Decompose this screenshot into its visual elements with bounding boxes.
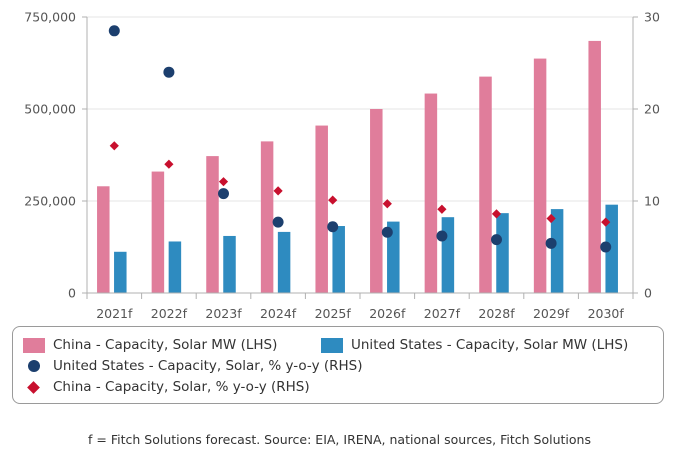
bar-china [315, 125, 328, 293]
marker-china-yoy [273, 186, 283, 196]
bar-us [168, 241, 182, 293]
x-tick-label: 2026f [369, 306, 406, 321]
legend-label: United States - Capacity, Solar, % y-o-y… [53, 358, 363, 374]
marker-us-yoy [327, 221, 339, 233]
legend-label: China - Capacity, Solar, % y-o-y (RHS) [53, 379, 310, 395]
bar-china [97, 186, 110, 293]
bar-china [206, 156, 219, 293]
legend-swatch-us-yoy [28, 360, 40, 372]
marker-china-yoy [491, 209, 502, 219]
marker-us-yoy [381, 226, 393, 238]
legend-item-china-mw: China - Capacity, Solar MW (LHS) [23, 337, 277, 353]
marker-us-yoy [600, 241, 612, 253]
legend-item-us-mw: United States - Capacity, Solar MW (LHS) [321, 337, 628, 353]
marker-us-yoy [436, 230, 448, 242]
marker-china-yoy [164, 159, 174, 169]
markers [108, 25, 612, 253]
x-tick-label: 2022f [151, 306, 188, 321]
marker-us-yoy [108, 25, 120, 37]
bar-china [588, 40, 601, 293]
marker-us-yoy [218, 188, 229, 200]
bar-us [605, 204, 618, 293]
grid-lines [87, 16, 633, 202]
legend-label: United States - Capacity, Solar MW (LHS) [351, 337, 629, 353]
left-tick-label: 500,000 [24, 102, 76, 117]
x-tick-label: 2030f [588, 306, 625, 321]
legend-swatch-china-mw [23, 337, 45, 353]
left-tick-label: 0 [68, 286, 76, 301]
chart-area: 0 250,000 500,000 750,000 0 10 20 30 2021f 2022f 2… [24, 10, 660, 322]
legend-label: China - Capacity, Solar MW (LHS) [53, 337, 278, 353]
x-tick-label: 2029f [533, 306, 570, 321]
bars [97, 40, 618, 293]
x-tick-label: 2028f [478, 306, 515, 321]
marker-china-yoy [437, 204, 447, 214]
marker-us-yoy [545, 237, 557, 249]
bar-us [550, 209, 564, 293]
marker-us-yoy [163, 66, 175, 78]
marker-china-yoy [218, 177, 229, 187]
bar-china [479, 76, 492, 293]
bar-us [387, 221, 400, 293]
marker-china-yoy [601, 217, 611, 227]
x-tick-label: 2024f [260, 306, 297, 321]
left-tick-label: 250,000 [24, 194, 76, 209]
bar-china [151, 171, 165, 293]
bar-us [223, 235, 236, 293]
bar-china [370, 109, 383, 293]
bar-china [533, 58, 547, 293]
marker-china-yoy [109, 141, 119, 151]
left-tick-label: 750,000 [24, 10, 76, 25]
marker-us-yoy [272, 216, 284, 228]
marker-china-yoy [382, 199, 392, 209]
x-tick-label: 2021f [96, 306, 133, 321]
bar-us [496, 213, 509, 293]
marker-china-yoy [546, 213, 556, 224]
legend-item-us-yoy: United States - Capacity, Solar, % y-o-y… [23, 358, 363, 374]
bar-us [332, 226, 345, 293]
marker-us-yoy [491, 234, 502, 246]
marker-china-yoy [328, 195, 338, 205]
axes [82, 16, 638, 299]
x-tick-label: 2023f [205, 306, 242, 321]
bar-us [277, 231, 291, 293]
bar-us [114, 251, 127, 293]
legend-swatch-us-mw [321, 337, 343, 353]
bar-china [424, 93, 438, 293]
footnote: f = Fitch Solutions forecast. Source: EI… [88, 432, 591, 447]
legend: China - Capacity, Solar MW (LHS) United … [12, 326, 664, 404]
legend-swatch-china-yoy [27, 380, 40, 394]
right-tick-label: 20 [644, 102, 660, 117]
x-tick-label: 2025f [315, 306, 352, 321]
legend-item-china-yoy: China - Capacity, Solar, % y-o-y (RHS) [23, 379, 310, 395]
right-tick-label: 0 [644, 286, 652, 301]
bar-us [441, 217, 455, 293]
bar-china [260, 141, 274, 293]
tick-labels: 0 250,000 500,000 750,000 0 10 20 30 2021f 2022f 2… [24, 10, 660, 322]
right-tick-label: 30 [644, 10, 660, 25]
right-tick-label: 10 [644, 194, 660, 209]
x-tick-label: 2027f [424, 306, 461, 321]
